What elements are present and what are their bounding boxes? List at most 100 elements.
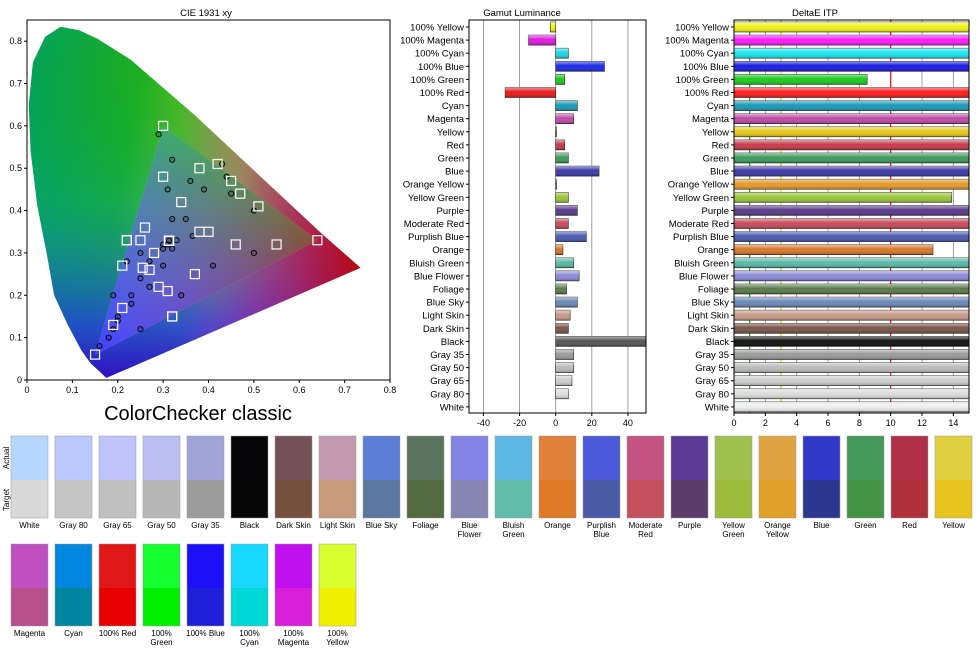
bar-shine — [555, 362, 574, 373]
bar-shine — [555, 205, 578, 216]
bar-shine — [734, 375, 969, 386]
patch-label: 100% Blue — [186, 629, 225, 638]
actual-circle-marker — [209, 262, 217, 269]
bar-shine — [555, 349, 574, 360]
target-patch — [11, 480, 48, 518]
target-square-marker — [194, 226, 205, 237]
patch-label: Gray 80 — [59, 521, 88, 530]
actual-patch — [275, 544, 312, 588]
category-label: Foliage — [698, 285, 729, 296]
actual-patch — [671, 436, 708, 480]
patch-label: Flower — [457, 530, 481, 539]
actual-circle-marker — [169, 245, 176, 252]
x-tick-label: 10 — [886, 418, 896, 428]
category-label: White — [705, 402, 729, 413]
target-patch — [99, 480, 136, 518]
category-label: Light Skin — [422, 311, 464, 322]
bar-shine — [734, 270, 969, 281]
actual-circle-marker — [155, 131, 162, 138]
patch-border — [230, 435, 269, 519]
target-patch — [231, 588, 268, 626]
patch-label: Yellow — [722, 521, 745, 530]
patch-border — [802, 435, 841, 519]
patch-border — [758, 435, 797, 519]
patch-border — [362, 435, 401, 519]
color-patches: White Gray 80 Gray 65 Gray 50 Gray 35 Black Da… — [2, 435, 973, 647]
actual-patch — [407, 436, 444, 480]
x-tick-label: 20 — [587, 418, 597, 428]
actual-patch — [759, 436, 796, 480]
bar-shine — [734, 139, 969, 150]
x-tick-label: 14 — [948, 418, 958, 428]
bar-shine — [734, 349, 969, 360]
category-label: Gray 35 — [695, 350, 729, 361]
patch-label: Magenta — [278, 638, 310, 647]
patch-label: Magenta — [14, 629, 46, 638]
category-label: Gray 65 — [430, 376, 464, 387]
bar-shine — [734, 362, 969, 373]
bar-shine — [734, 297, 969, 308]
actual-patch — [891, 436, 928, 480]
actual-circle-marker — [250, 249, 257, 256]
bar-shine — [505, 87, 556, 98]
target-square-marker — [162, 285, 173, 297]
patch-label: 100% Red — [99, 629, 136, 638]
actual-circle-marker — [169, 216, 176, 223]
target-patch — [143, 480, 180, 518]
actual-patch — [451, 436, 488, 480]
category-label: Black — [706, 337, 729, 348]
patch-label: Dark Skin — [276, 521, 311, 530]
patch-border — [890, 435, 929, 519]
bar-shine — [734, 48, 969, 59]
bar-shine — [734, 284, 969, 294]
actual-circle-marker — [228, 190, 235, 197]
bar-shine — [555, 192, 569, 203]
target-square-marker — [89, 349, 101, 360]
bar-shine — [555, 270, 580, 281]
actual-circle-marker — [146, 283, 153, 290]
target-square-marker — [121, 235, 132, 246]
actual-patch — [627, 436, 664, 480]
patch-label: Moderate — [629, 521, 663, 530]
bar-shine — [734, 100, 969, 111]
target-patch — [715, 480, 752, 518]
target-square-marker — [176, 197, 187, 208]
category-label: Foliage — [433, 285, 464, 296]
target-square-marker — [117, 260, 128, 271]
bar-shine — [555, 139, 565, 150]
category-label: Green — [703, 154, 729, 165]
cie-y-tick-label: 0.7 — [9, 79, 22, 89]
category-label: Yellow — [437, 127, 464, 138]
cie-y-tick-label: 0.4 — [9, 206, 22, 216]
actual-patch — [935, 436, 972, 480]
category-label: Blue Sky — [427, 298, 465, 309]
bar-shine — [734, 179, 969, 190]
target-patch — [187, 480, 224, 518]
target-patch — [11, 588, 48, 626]
target-square-marker — [148, 247, 160, 259]
cie-axes: 0 0.1 0.2 0.3 0.4 0.5 0.6 0.7 0.8 0 0.1 0.2 0.3 0.4 0.… — [9, 36, 396, 395]
category-label: Moderate Red — [669, 219, 729, 230]
category-label: Gray 50 — [430, 363, 464, 374]
actual-circle-marker — [160, 245, 167, 252]
actual-patch — [11, 436, 48, 480]
cie-x-tick-label: 0.2 — [111, 385, 124, 395]
bar-shine — [734, 153, 969, 163]
bar-shine — [555, 336, 646, 347]
actual-patch — [275, 436, 312, 480]
category-label: Light Skin — [687, 311, 729, 322]
actual-patch — [231, 436, 268, 480]
bar-shine — [555, 388, 569, 399]
patch-label: Blue — [461, 521, 478, 530]
actual-circle-marker — [200, 186, 208, 193]
category-label: Gray 50 — [695, 363, 729, 374]
patch-label: Black — [240, 521, 261, 530]
actual-circle-marker — [137, 326, 144, 333]
bar-shine — [555, 179, 557, 190]
x-tick-label: 40 — [623, 418, 633, 428]
bar-shine — [555, 297, 578, 308]
target-square-marker — [135, 235, 146, 246]
bar-shine — [734, 205, 969, 216]
patch-label: Gray 35 — [191, 521, 220, 530]
